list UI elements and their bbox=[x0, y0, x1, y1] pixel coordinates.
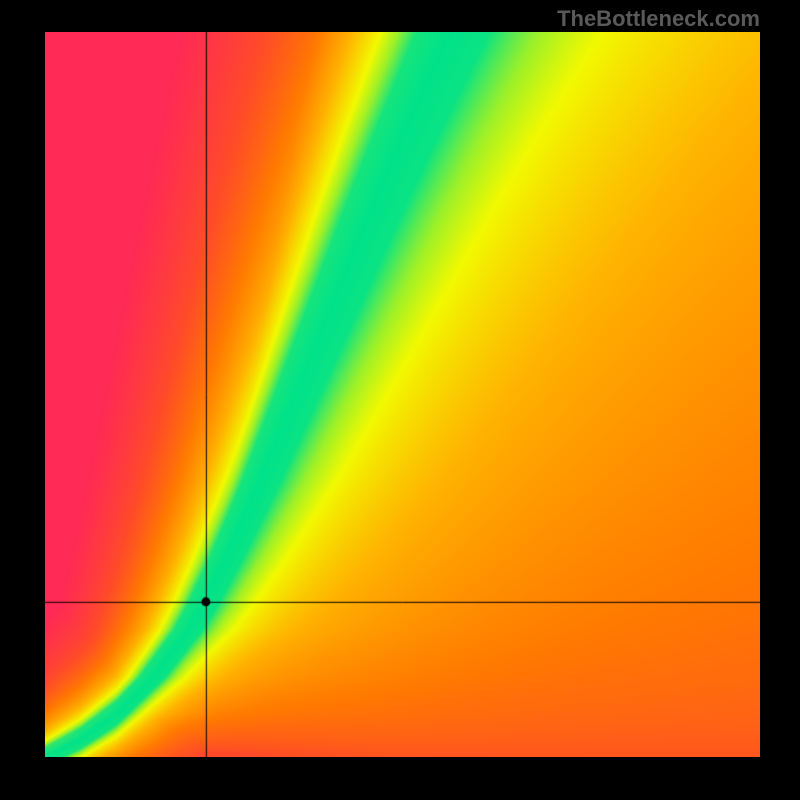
watermark-text: TheBottleneck.com bbox=[557, 6, 760, 32]
heatmap-chart bbox=[45, 32, 760, 757]
page-root: TheBottleneck.com bbox=[0, 0, 800, 800]
heatmap-canvas bbox=[45, 32, 760, 757]
